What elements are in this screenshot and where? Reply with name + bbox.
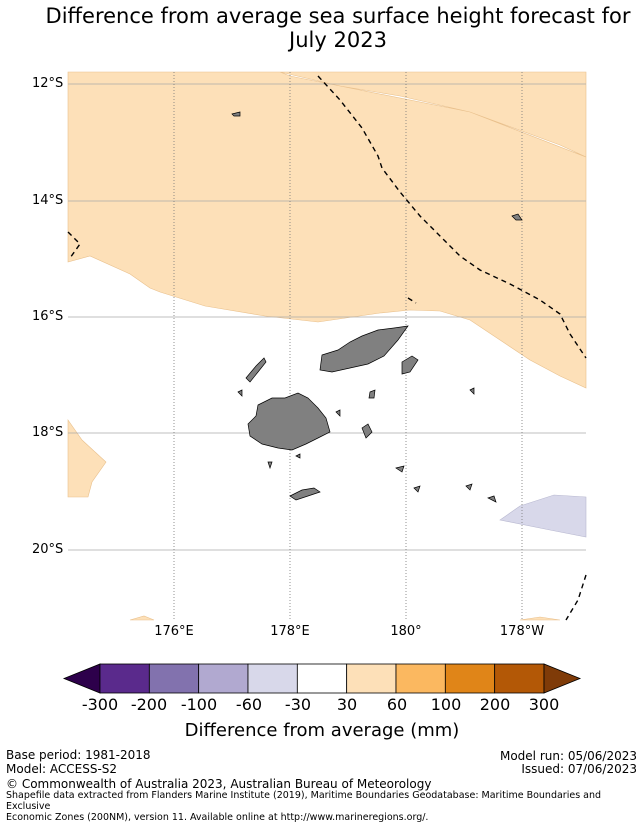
eez-boundary [67,75,587,621]
colorbar-segment [247,663,298,694]
kadavu-island [289,487,321,501]
cbar-tick--200: -200 [130,695,168,714]
anomaly-region-south [129,615,561,621]
lat-label-14s: 14°S [32,193,64,208]
small-islet-4 [413,485,421,493]
title-line-1: Difference from average sea surface heig… [45,4,631,28]
colorbar-title: Difference from average (mm) [184,720,460,741]
small-islet-9 [487,495,497,503]
lat-label-18s: 18°S [32,425,64,440]
lat-label-20s: 20°S [32,542,64,557]
small-islet-6 [267,461,273,470]
colorbar-segment [296,663,348,694]
yasawa-island [245,357,267,383]
cbar-tick-100: 100 [430,695,462,714]
shapefile-credit-line-2: Economic Zones (200NM), version 11. Avai… [6,812,429,823]
title-line-2: July 2023 [289,28,387,52]
longitude-gridlines [173,72,523,620]
lat-label-16s: 16°S [32,309,64,324]
small-islet-8 [465,483,473,491]
colorbar-segment [99,663,150,694]
base-period: Base period: 1981-2018 [6,748,151,762]
model-run: Model run: 05/06/2023 [499,749,637,763]
colorbar-segment [148,663,200,694]
gau-island [361,423,373,439]
lon-label-180: 180° [390,624,422,639]
cbar-tick--100: -100 [180,695,218,714]
colorbar-extend-high [543,663,582,694]
lon-label-178e: 178°E [270,624,310,639]
colorbar-segment [198,663,249,694]
colorbar-segment [346,663,397,694]
small-islet-10 [295,453,301,459]
chart-title: Difference from average sea surface heig… [0,4,644,52]
small-islet-7 [237,389,243,397]
map-panel [67,71,587,621]
anomaly-region-negative [499,494,587,538]
cbar-tick-30: 30 [336,695,358,714]
colorbar-segment [494,663,545,694]
lat-label-12s: 12°S [32,76,64,91]
small-islet-2 [511,213,523,221]
cbar-tick--300: -300 [81,695,119,714]
vanua-levu-island [319,325,409,373]
shapefile-credit: Shapefile data extracted from Flanders M… [6,790,638,823]
latitude-gridlines [68,83,586,551]
colorbar-segment [444,663,496,694]
taveuni-island [401,355,419,375]
anomaly-region-west [67,419,107,498]
koro-island [368,389,376,399]
cbar-tick--60: -60 [235,695,263,714]
small-islet-11 [469,387,475,395]
lon-label-178w: 178°W [499,624,545,639]
cbar-tick-60: 60 [386,695,408,714]
cbar-tick--30: -30 [284,695,312,714]
fiji-islands [231,111,523,503]
cbar-tick-200: 200 [479,695,511,714]
colorbar-extend-low [62,663,101,694]
colorbar-segment [395,663,446,694]
lon-label-176e: 176°E [154,624,194,639]
small-islet-1 [231,111,241,117]
anomaly-region-north [67,71,587,389]
model-name: Model: ACCESS-S2 [6,762,118,776]
cbar-tick-300: 300 [528,695,560,714]
small-islet-3 [395,465,405,473]
shapefile-credit-line-1: Shapefile data extracted from Flanders M… [6,790,602,812]
copyright: © Commonwealth of Australia 2023, Austra… [6,777,432,791]
colorbar [62,663,582,694]
issued-date: Issued: 07/06/2023 [521,762,637,776]
small-islet-5 [335,409,341,417]
viti-levu-island [247,392,331,451]
